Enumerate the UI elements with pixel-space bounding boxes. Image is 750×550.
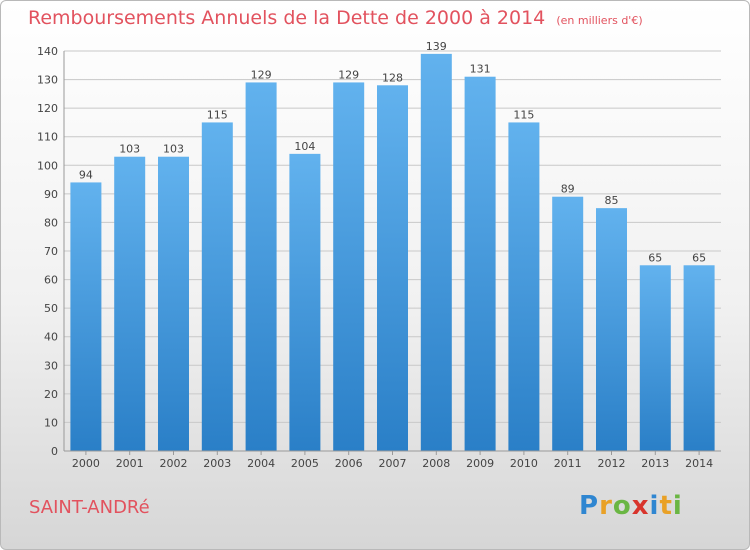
x-tick-label: 2009 <box>466 457 494 470</box>
bar <box>158 156 189 451</box>
y-tick-label: 110 <box>37 131 58 144</box>
x-tick-label: 2007 <box>379 457 407 470</box>
bar <box>552 196 584 451</box>
axis-layer: 0 10 20 30 40 50 60 70 80 90 100 110 120 130 140 2000 20… <box>37 45 721 470</box>
x-tick-label: 2013 <box>641 457 669 470</box>
bar <box>114 156 146 451</box>
chart-title: Remboursements Annuels de la Dette de 20… <box>28 7 546 29</box>
y-tick-label: 30 <box>44 359 58 372</box>
brand-letter: t <box>659 491 673 521</box>
bar <box>639 265 671 451</box>
x-tick-label: 2008 <box>422 457 450 470</box>
brand-letter: r <box>599 491 613 521</box>
bar <box>683 265 715 451</box>
bar <box>333 82 365 451</box>
label-layer: 94 103 103 115 129 104 129 128 139 131 115 89 85 65 65 <box>79 40 706 264</box>
y-tick-label: 10 <box>44 416 58 429</box>
data-label: 104 <box>294 140 315 153</box>
y-tick-label: 130 <box>37 74 58 87</box>
y-tick-label: 80 <box>44 216 58 229</box>
data-label: 103 <box>163 143 184 156</box>
bar <box>289 153 321 451</box>
x-tick-label: 2003 <box>203 457 231 470</box>
bar <box>245 82 277 451</box>
data-label: 65 <box>648 251 662 264</box>
data-label: 89 <box>561 183 575 196</box>
x-tick-label: 2004 <box>247 457 275 470</box>
data-label: 115 <box>207 108 228 121</box>
data-label: 115 <box>513 108 534 121</box>
y-tick-label: 0 <box>51 445 58 458</box>
bar <box>464 76 496 451</box>
y-tick-label: 90 <box>44 188 58 201</box>
brand-logo: Proxiti <box>579 491 683 521</box>
brand-letter: x <box>631 491 650 521</box>
bar-layer <box>70 53 715 452</box>
x-tick-label: 2014 <box>685 457 713 470</box>
y-tick-label: 70 <box>44 245 58 258</box>
brand-letter: i <box>672 491 683 521</box>
y-tick-label: 120 <box>37 102 58 115</box>
bar <box>420 53 452 451</box>
x-tick-label: 2011 <box>554 457 582 470</box>
y-tick-label: 20 <box>44 388 58 401</box>
data-label: 65 <box>692 251 706 264</box>
y-tick-label: 50 <box>44 302 58 315</box>
data-label: 139 <box>426 40 447 53</box>
x-tick-label: 2000 <box>72 457 100 470</box>
data-label: 129 <box>338 68 359 81</box>
x-tick-label: 2005 <box>291 457 319 470</box>
data-label: 129 <box>251 68 272 81</box>
brand-letter: i <box>649 491 660 521</box>
title-row: Remboursements Annuels de la Dette de 20… <box>28 7 643 29</box>
x-tick-label: 2006 <box>335 457 363 470</box>
bar <box>377 85 408 452</box>
x-tick-label: 2001 <box>116 457 144 470</box>
y-tick-label: 40 <box>44 331 58 344</box>
data-label: 128 <box>382 71 403 84</box>
bar <box>596 208 627 451</box>
data-label: 85 <box>605 194 619 207</box>
y-tick-label: 100 <box>37 159 58 172</box>
x-tick-label: 2012 <box>598 457 626 470</box>
chart-subtitle: (en milliers d'€) <box>556 14 643 27</box>
brand-letter: P <box>579 491 600 521</box>
y-tick-label: 140 <box>37 45 58 58</box>
y-tick-label: 60 <box>44 274 58 287</box>
bar <box>508 122 540 451</box>
city-name: SAINT-ANDRé <box>29 497 150 518</box>
brand-letter: o <box>612 491 632 521</box>
bar <box>201 122 233 451</box>
data-label: 103 <box>119 143 140 156</box>
x-tick-label: 2002 <box>160 457 188 470</box>
bar <box>70 182 102 451</box>
x-tick-label: 2010 <box>510 457 538 470</box>
data-label: 94 <box>79 168 93 181</box>
data-label: 131 <box>470 63 491 76</box>
